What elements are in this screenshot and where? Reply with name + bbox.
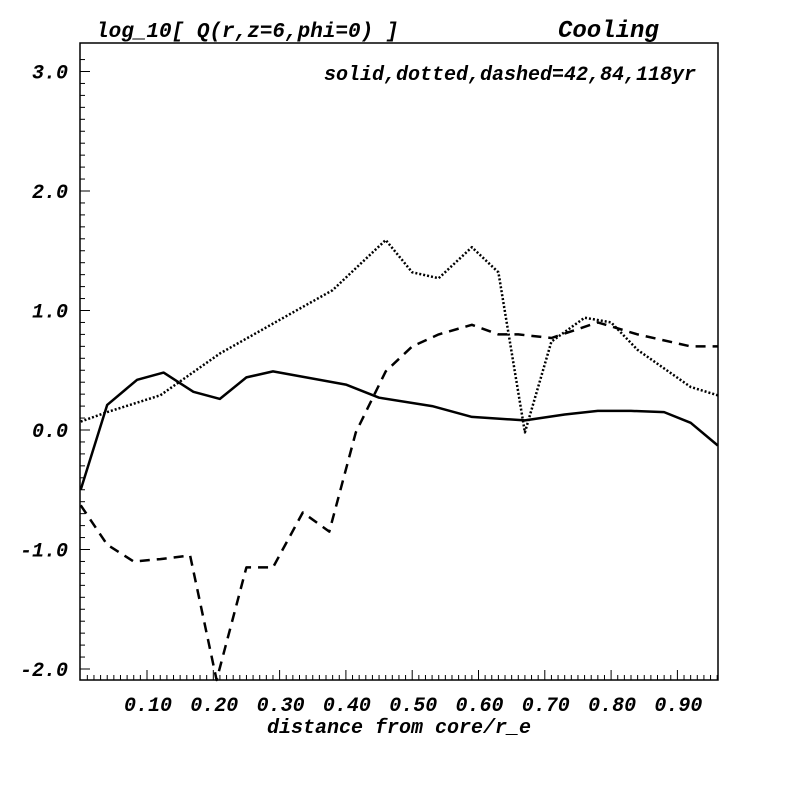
axis-ticks <box>80 59 718 680</box>
x-tick-label: 0.10 <box>124 695 172 718</box>
chart-title: log_10[ Q(r,z=6,phi=0) ] <box>96 21 398 44</box>
series-solid-line <box>79 370 719 491</box>
y-tick-label: 1.0 <box>32 302 68 325</box>
x-tick-label: 0.50 <box>389 695 437 718</box>
x-tick-label: 0.70 <box>522 695 570 718</box>
plot-frame <box>79 42 719 681</box>
y-tick-label: 2.0 <box>32 182 68 205</box>
series-dashed-line <box>79 321 718 682</box>
x-tick-label: 0.80 <box>588 695 636 718</box>
legend-annotation: solid,dotted,dashed=42,84,118yr <box>324 64 696 87</box>
x-tick-label: 0.90 <box>654 695 702 718</box>
x-tick-label: 0.30 <box>257 695 305 718</box>
series-dotted-line <box>80 238 719 434</box>
y-tick-label: -1.0 <box>20 541 68 564</box>
x-tick-label: 0.60 <box>455 695 503 718</box>
x-tick-label: 0.40 <box>323 695 371 718</box>
x-tick-label: 0.20 <box>190 695 238 718</box>
chart-subtitle: Cooling <box>558 18 659 45</box>
y-tick-labels: 3.0 2.0 1.0 0.0 -1.0 -2.0 <box>20 63 68 684</box>
y-tick-label: -2.0 <box>20 660 68 683</box>
y-tick-label: 0.0 <box>32 421 68 444</box>
series-lines <box>79 238 719 682</box>
x-tick-labels: 0.10 0.20 0.30 0.40 0.50 0.60 0.70 0.80 0.90 <box>124 695 702 718</box>
y-tick-label: 3.0 <box>32 63 68 86</box>
x-axis-label: distance from core/r_e <box>267 717 531 740</box>
